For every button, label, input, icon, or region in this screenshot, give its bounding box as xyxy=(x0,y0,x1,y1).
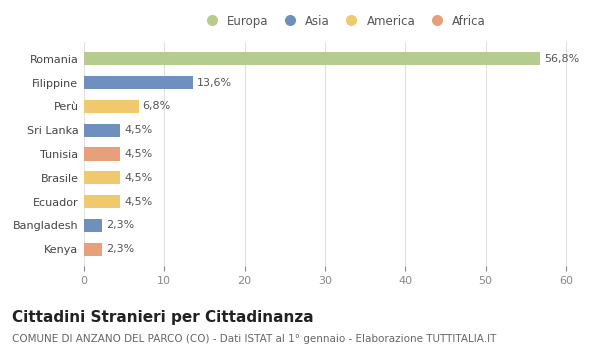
Text: 4,5%: 4,5% xyxy=(124,173,152,183)
Bar xyxy=(84,52,540,65)
Text: 13,6%: 13,6% xyxy=(197,78,232,88)
Text: 4,5%: 4,5% xyxy=(124,149,152,159)
Text: Cittadini Stranieri per Cittadinanza: Cittadini Stranieri per Cittadinanza xyxy=(12,310,314,325)
Text: 4,5%: 4,5% xyxy=(124,125,152,135)
Legend: Europa, Asia, America, Africa: Europa, Asia, America, Africa xyxy=(196,10,491,32)
Bar xyxy=(84,243,103,256)
Bar xyxy=(84,124,120,137)
Text: 2,3%: 2,3% xyxy=(106,244,135,254)
Bar xyxy=(84,76,193,89)
Text: 6,8%: 6,8% xyxy=(143,102,171,111)
Text: 4,5%: 4,5% xyxy=(124,197,152,206)
Text: 2,3%: 2,3% xyxy=(106,220,135,230)
Text: COMUNE DI ANZANO DEL PARCO (CO) - Dati ISTAT al 1° gennaio - Elaborazione TUTTIT: COMUNE DI ANZANO DEL PARCO (CO) - Dati I… xyxy=(12,334,496,344)
Bar xyxy=(84,147,120,161)
Bar xyxy=(84,195,120,208)
Bar xyxy=(84,219,103,232)
Bar xyxy=(84,171,120,184)
Bar xyxy=(84,100,139,113)
Text: 56,8%: 56,8% xyxy=(544,54,580,64)
